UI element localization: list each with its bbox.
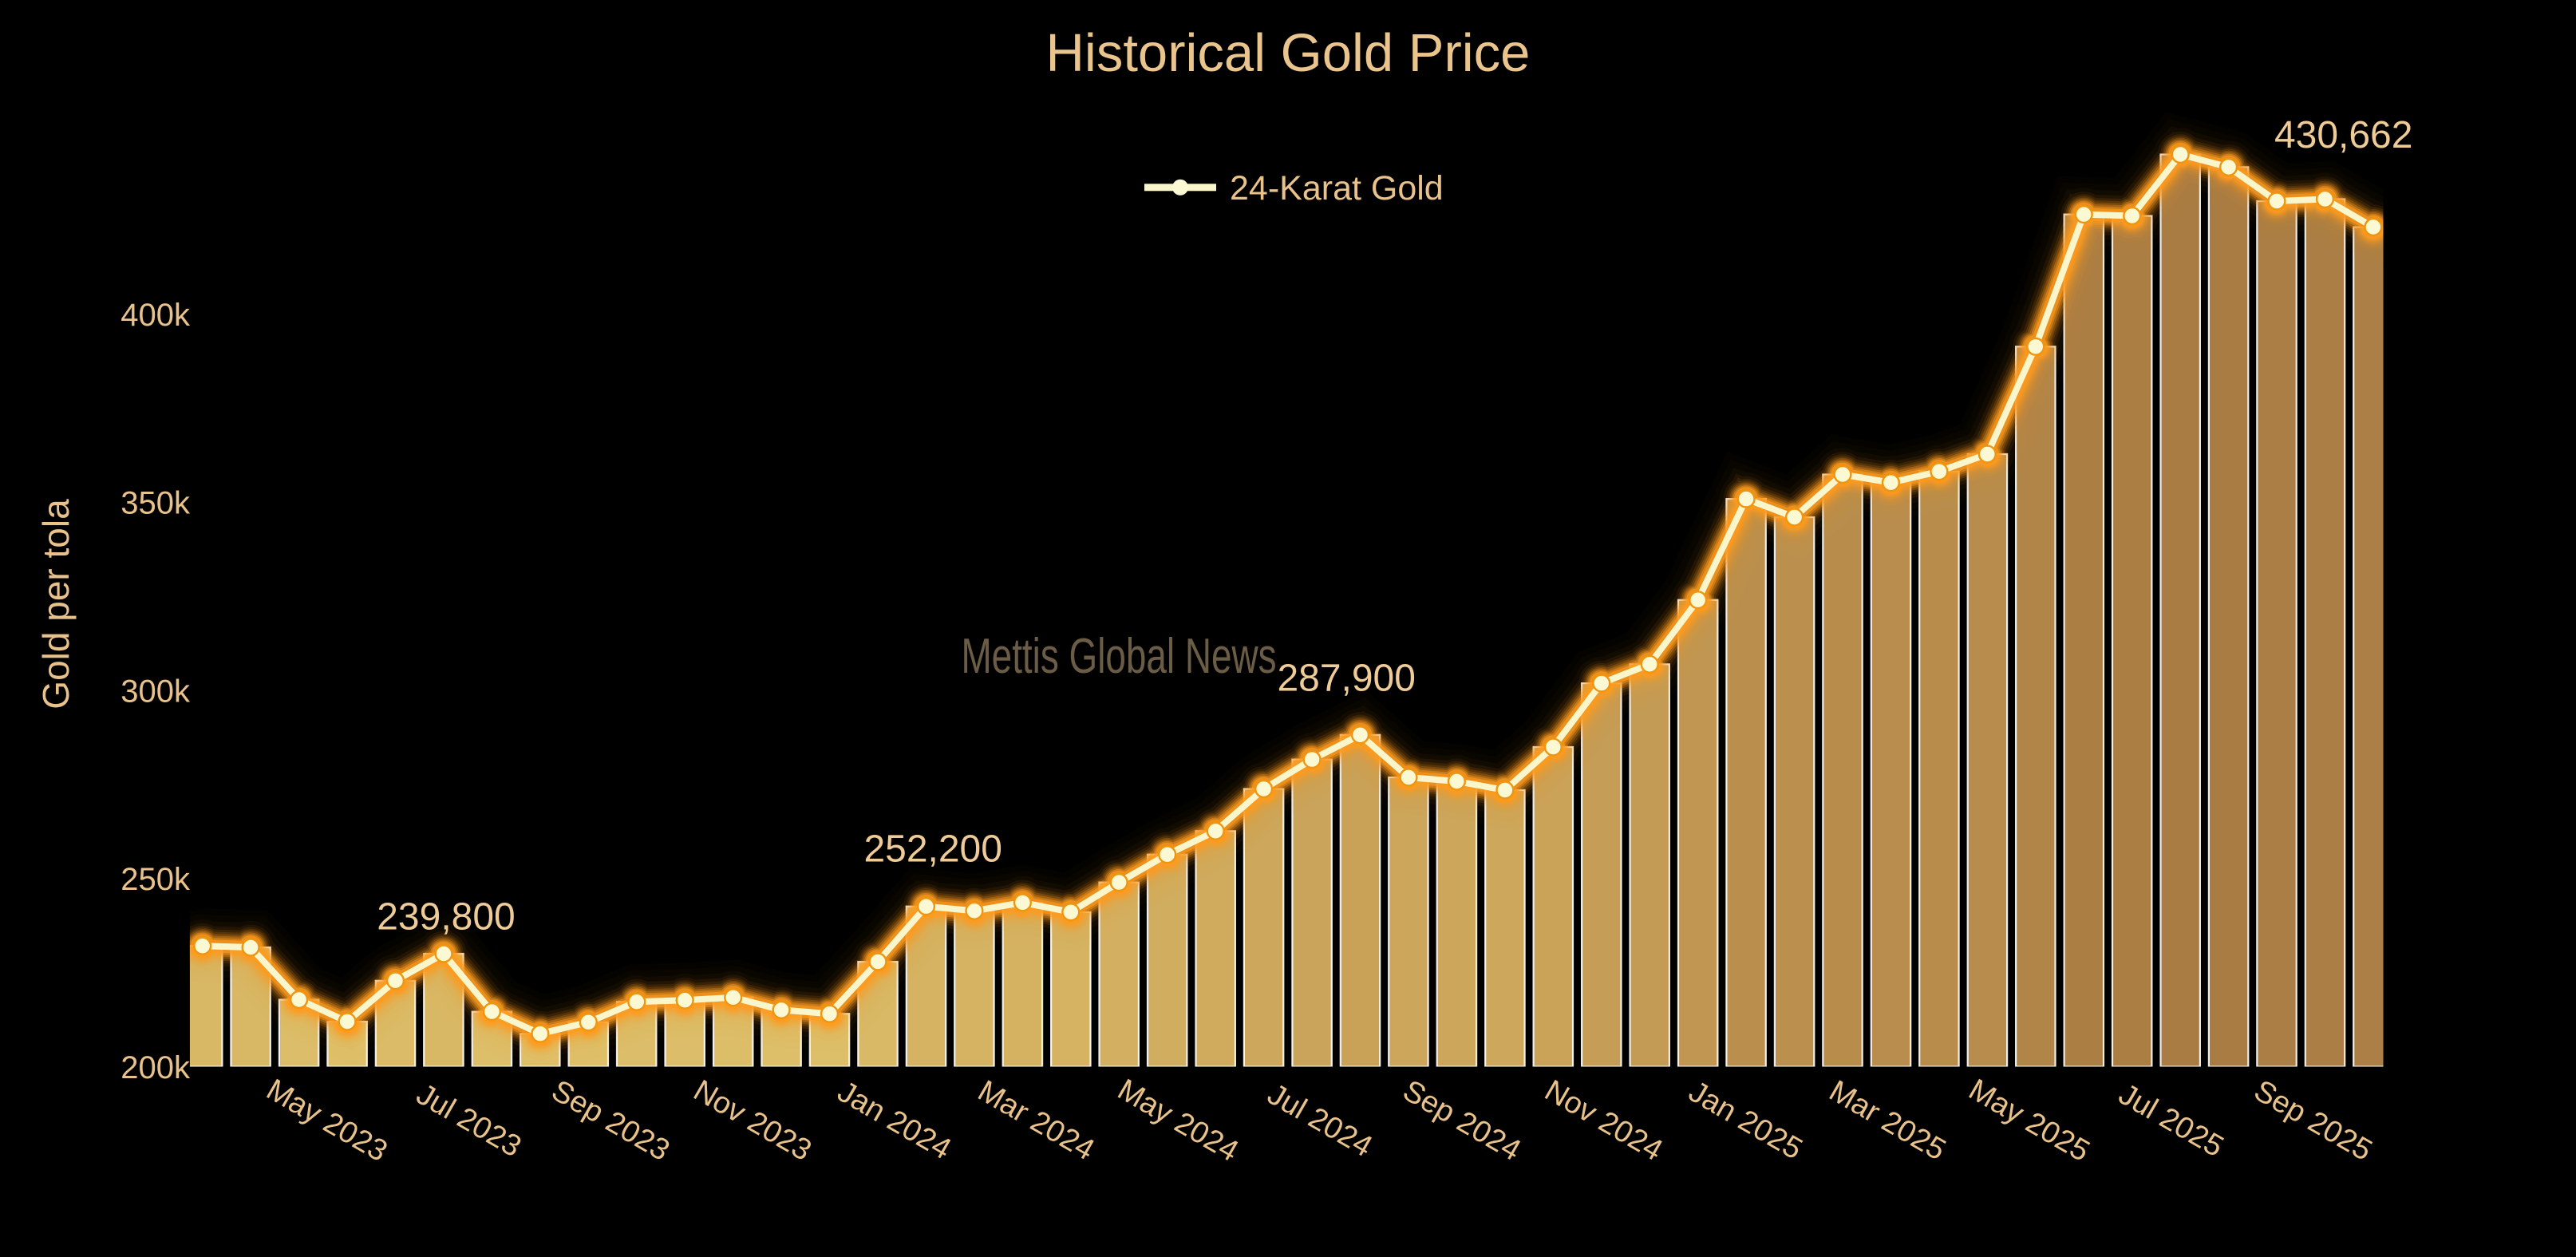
svg-text:239,800: 239,800 xyxy=(377,895,516,938)
svg-text:400k: 400k xyxy=(121,298,191,333)
svg-text:300k: 300k xyxy=(121,674,191,709)
svg-text:Historical Gold Price: Historical Gold Price xyxy=(1046,23,1531,83)
svg-text:200k: 200k xyxy=(121,1050,191,1085)
svg-text:430,662: 430,662 xyxy=(2274,114,2413,156)
svg-text:252,200: 252,200 xyxy=(863,828,1002,871)
svg-text:287,900: 287,900 xyxy=(1277,658,1416,700)
svg-text:250k: 250k xyxy=(121,862,191,897)
svg-text:24-Karat Gold: 24-Karat Gold xyxy=(1230,169,1444,208)
svg-text:Mettis Global News: Mettis Global News xyxy=(961,628,1276,683)
svg-text:Gold per tola: Gold per tola xyxy=(35,499,77,710)
svg-text:350k: 350k xyxy=(121,486,191,521)
